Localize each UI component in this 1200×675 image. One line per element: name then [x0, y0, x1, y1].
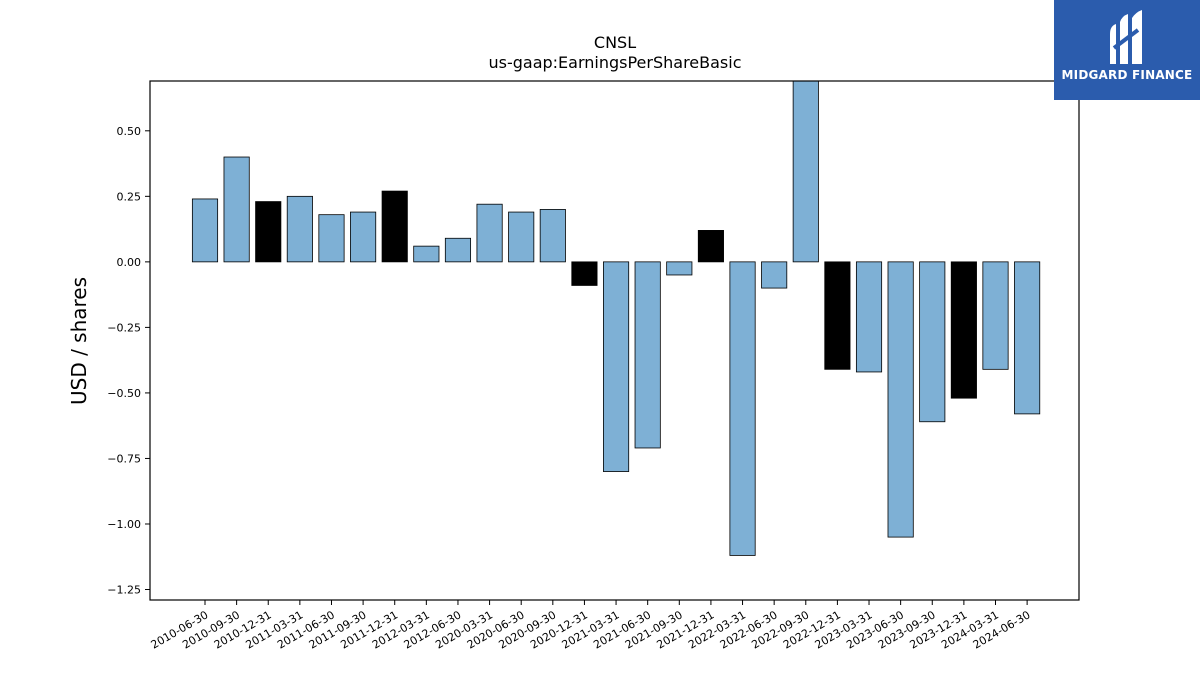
x-ticks-group: 2010-06-302010-09-302010-12-312011-03-31… [149, 600, 1033, 652]
y-tick-label: 0.25 [117, 190, 142, 203]
bar-2020-06-30 [508, 211, 535, 263]
bar-2010-09-30 [223, 156, 250, 263]
bar-2011-12-31 [381, 190, 408, 263]
bar-2020-09-30 [539, 209, 566, 263]
y-tick-label: −0.50 [107, 387, 141, 400]
bar-2011-03-31 [286, 195, 313, 263]
plot-frame [149, 80, 1080, 601]
bar-2024-06-30 [1014, 261, 1041, 415]
y-ticks-group: 0.50 0.25 0.00 −0.25 −0.50 −0.75 −1.00 −1.25 [107, 125, 150, 597]
bar-2020-03-31 [476, 203, 503, 263]
chart-title: CNSL [594, 33, 636, 52]
bar-2022-06-30 [761, 261, 788, 289]
chart-subtitle: us-gaap:EarningsPerShareBasic [488, 53, 741, 72]
y-tick-label: −0.75 [107, 452, 141, 465]
y-tick-label: −1.25 [107, 584, 141, 597]
bar-2012-03-31 [413, 245, 440, 263]
bar-2022-03-31 [729, 261, 756, 556]
bar-2012-06-30 [444, 237, 472, 263]
y-axis-label: USD / shares [67, 277, 91, 405]
bar-2022-12-31 [824, 261, 851, 370]
bar-2023-03-31 [855, 261, 883, 373]
y-tick-label: 0.00 [117, 256, 142, 269]
y-tick-label: −0.25 [107, 321, 141, 334]
midgard-logo-icon [1110, 10, 1142, 64]
bar-2010-12-31 [255, 201, 282, 263]
bars-group [191, 80, 1041, 556]
bar-2023-06-30 [887, 261, 914, 538]
bar-2020-12-31 [571, 261, 598, 286]
y-tick-label: 0.50 [117, 125, 142, 138]
bar-2021-03-31 [603, 261, 630, 472]
logo-text: MIDGARD FINANCE [1061, 68, 1193, 82]
bar-2022-09-30 [792, 80, 819, 263]
bar-2021-12-31 [697, 230, 724, 263]
bar-2023-09-30 [919, 261, 946, 423]
bar-2024-03-31 [982, 261, 1009, 370]
bar-2011-06-30 [318, 214, 345, 263]
bar-2021-09-30 [666, 261, 693, 276]
logo: MIDGARD FINANCE [1054, 0, 1200, 100]
bar-2011-09-30 [350, 211, 377, 263]
y-tick-label: −1.00 [107, 518, 141, 531]
bar-2021-06-30 [634, 261, 661, 449]
bar-2023-12-31 [950, 261, 977, 399]
bar-2010-06-30 [191, 198, 219, 263]
